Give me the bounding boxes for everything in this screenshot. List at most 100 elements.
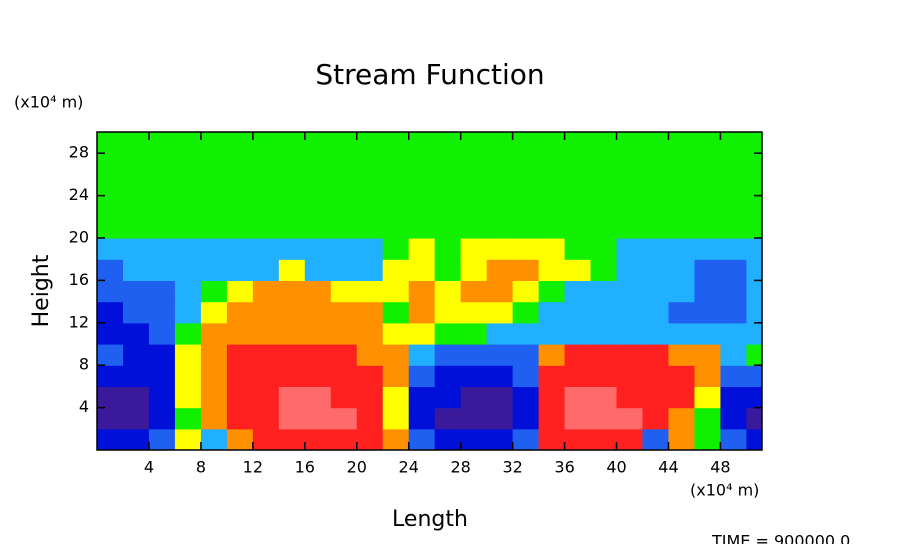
cell: [97, 259, 124, 281]
cell: [226, 195, 254, 218]
cell: [252, 195, 280, 218]
y-tick-label: 4: [79, 397, 89, 416]
cell: [512, 259, 540, 281]
cell: [278, 280, 306, 303]
cell: [252, 322, 280, 345]
cell: [278, 386, 306, 409]
cell: [200, 322, 228, 345]
cell: [382, 322, 410, 345]
cell: [408, 322, 436, 345]
cell: [616, 322, 644, 345]
cell: [720, 280, 748, 303]
cell: [746, 132, 762, 154]
cell: [486, 174, 514, 197]
cell: [460, 428, 488, 450]
cell: [564, 153, 592, 175]
cell: [486, 301, 514, 324]
cell: [538, 407, 566, 430]
cell: [252, 407, 280, 430]
cell: [304, 174, 332, 197]
cell: [174, 407, 202, 430]
cell: [564, 386, 592, 409]
cell: [642, 132, 670, 154]
cell: [746, 322, 762, 345]
cell: [174, 132, 202, 154]
cell: [226, 280, 254, 303]
cell: [538, 195, 566, 218]
cell: [616, 259, 644, 281]
cell: [512, 132, 540, 154]
cell: [564, 238, 592, 260]
cell: [564, 280, 592, 303]
cell: [278, 195, 306, 218]
cell: [330, 344, 358, 366]
cell: [97, 238, 124, 260]
cell: [200, 344, 228, 366]
cell: [356, 386, 384, 409]
cell: [642, 238, 670, 260]
cell: [746, 407, 762, 430]
cell: [434, 407, 462, 430]
cell: [616, 386, 644, 409]
cell: [356, 407, 384, 430]
cell: [460, 259, 488, 281]
cell: [200, 407, 228, 430]
cell: [538, 344, 566, 366]
cell: [512, 280, 540, 303]
cell: [148, 344, 176, 366]
cell: [200, 216, 228, 239]
cell: [278, 322, 306, 345]
x-tick-label: 28: [450, 458, 470, 477]
cell: [200, 301, 228, 324]
cell: [174, 174, 202, 197]
cell: [226, 238, 254, 260]
cell: [564, 365, 592, 387]
cell: [304, 344, 332, 366]
cell: [720, 301, 748, 324]
cell: [122, 301, 150, 324]
cell: [434, 386, 462, 409]
cell: [434, 428, 462, 450]
cell: [174, 238, 202, 260]
cell: [304, 195, 332, 218]
cell: [564, 195, 592, 218]
cell: [616, 132, 644, 154]
cell: [200, 195, 228, 218]
x-tick-label: 32: [502, 458, 522, 477]
x-tick-label: 40: [606, 458, 626, 477]
cell: [590, 301, 618, 324]
cell: [746, 280, 762, 303]
cell: [486, 259, 514, 281]
cell: [330, 280, 358, 303]
cell: [746, 174, 762, 197]
cell: [486, 238, 514, 260]
cell: [668, 344, 696, 366]
cell: [408, 301, 436, 324]
cell: [460, 301, 488, 324]
cell: [538, 280, 566, 303]
cell: [356, 259, 384, 281]
cell: [408, 365, 436, 387]
cell: [694, 301, 722, 324]
time-label: TIME = 900000.0: [711, 532, 850, 544]
cell: [668, 132, 696, 154]
cell: [486, 216, 514, 239]
cell: [616, 344, 644, 366]
cell: [356, 428, 384, 450]
cell: [304, 259, 332, 281]
cell: [97, 280, 124, 303]
cell: [512, 195, 540, 218]
cell: [668, 216, 696, 239]
cell: [616, 365, 644, 387]
y-tick-label: 28: [69, 143, 89, 162]
cell: [590, 195, 618, 218]
cell: [382, 259, 410, 281]
cell: [616, 153, 644, 175]
cell: [512, 238, 540, 260]
cell: [616, 238, 644, 260]
cell: [694, 428, 722, 450]
cell: [746, 238, 762, 260]
cell: [122, 407, 150, 430]
cell: [538, 132, 566, 154]
